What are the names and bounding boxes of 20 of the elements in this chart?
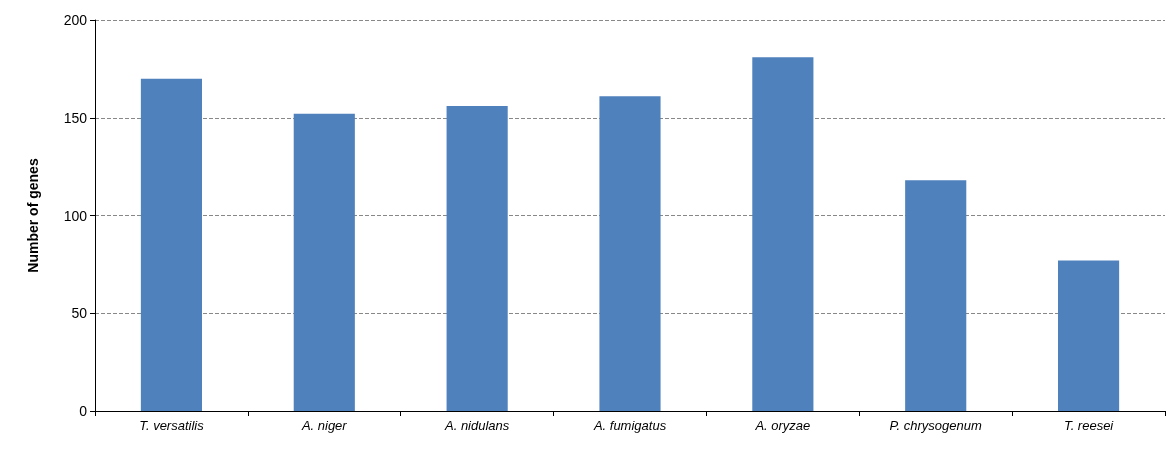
y-tick-label: 200 xyxy=(63,12,88,28)
x-tick-label: P. chrysogenum xyxy=(889,418,983,433)
y-tick-label: 150 xyxy=(63,109,88,126)
x-tick-label: A. nidulans xyxy=(443,418,510,433)
bar xyxy=(140,78,202,411)
bar xyxy=(1058,260,1120,411)
y-tick-label: 50 xyxy=(71,305,88,322)
bar xyxy=(293,113,355,411)
bar xyxy=(599,96,661,411)
x-tick-label: A. niger xyxy=(300,418,348,433)
x-tick-label: T. reesei xyxy=(1063,418,1115,433)
x-tick-label: A. oryzae xyxy=(754,418,811,433)
y-axis-title: Number of genes xyxy=(25,158,41,273)
y-tick-label: 0 xyxy=(79,403,88,419)
bar xyxy=(446,106,508,411)
y-tick-label: 100 xyxy=(63,207,88,224)
x-tick-label: A. fumigatus xyxy=(592,418,667,433)
x-tick-label: T. versatilis xyxy=(139,418,205,433)
bar xyxy=(752,57,814,411)
bar xyxy=(905,180,967,411)
